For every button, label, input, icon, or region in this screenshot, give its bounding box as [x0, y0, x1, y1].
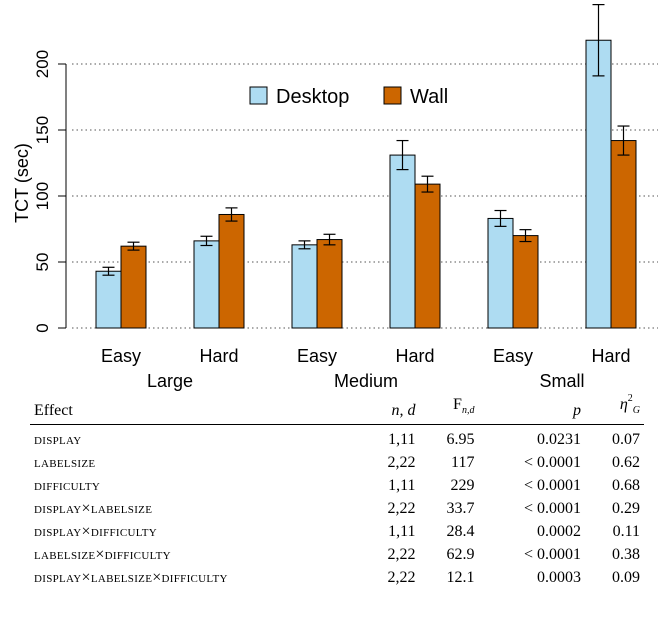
table-row: LABELSIZE 2,22 117 < 0.0001 0.62 [30, 451, 644, 474]
header-eta: η2G [585, 388, 644, 425]
bar-desktop [487, 217, 514, 329]
table-row: DISPLAY×DIFFICULTY 1,11 28.4 0.0002 0.11 [30, 520, 644, 543]
bar-desktop [193, 240, 220, 329]
cell-f: 117 [451, 453, 475, 471]
cell-nd: 2,22 [387, 499, 416, 517]
cell-effect: DISPLAY×DIFFICULTY [34, 522, 158, 540]
cell-effect: DISPLAY×LABELSIZE [34, 499, 153, 517]
cell-eta: 0.09 [612, 568, 640, 586]
cell-p: < 0.0001 [523, 499, 581, 517]
cell-f: 12.1 [446, 568, 475, 586]
cell-p: < 0.0001 [523, 453, 581, 471]
tct-bar-chart: 0 50 100 150 200 TCT (sec) Easy Hard Large Easy Ha… [12, 3, 658, 391]
table-row: DISPLAY×LABELSIZE×DIFFICULTY 2,22 12.1 0.00… [30, 566, 644, 589]
cell-f: 6.95 [446, 430, 475, 448]
cell-p: < 0.0001 [523, 545, 581, 563]
group-label: Small [539, 371, 584, 391]
cell-effect: DIFFICULTY [34, 476, 101, 494]
table-row: DISPLAY 1,11 6.95 0.0231 0.07 [30, 425, 644, 452]
bar-wall [414, 183, 441, 329]
cell-nd: 2,22 [387, 453, 416, 471]
table-row: DIFFICULTY 1,11 229 < 0.0001 0.68 [30, 474, 644, 497]
cell-nd: 2,22 [387, 545, 416, 563]
cell-p: < 0.0001 [523, 476, 581, 494]
cell-p: 0.0003 [537, 568, 581, 586]
header-f-sub: n,d [461, 405, 475, 416]
y-tick-label: 200 [33, 50, 52, 78]
cell-nd: 1,11 [388, 430, 416, 448]
legend-label-desktop: Desktop [276, 86, 349, 108]
x-tick-label: Easy [297, 346, 337, 366]
bar-wall [512, 235, 539, 329]
cell-eta: 0.62 [612, 453, 640, 471]
cell-nd: 2,22 [387, 568, 416, 586]
cell-eta: 0.29 [612, 499, 640, 517]
x-tick-label: Hard [591, 346, 630, 366]
x-tick-label: Hard [395, 346, 434, 366]
header-effect: Effect [30, 388, 361, 425]
bar-desktop [389, 154, 416, 329]
header-f-main: F [453, 396, 462, 413]
cell-nd: 1,11 [388, 522, 416, 540]
cell-effect: LABELSIZE×DIFFICULTY [34, 545, 171, 563]
cell-f: 229 [450, 476, 475, 494]
bar-wall [120, 245, 147, 329]
cell-eta: 0.07 [612, 430, 640, 448]
x-tick-label: Easy [493, 346, 533, 366]
legend-swatch-wall [383, 86, 402, 105]
cell-effect: DISPLAY×LABELSIZE×DIFFICULTY [34, 568, 228, 586]
bar-wall [316, 239, 343, 329]
legend-label-wall: Wall [410, 86, 448, 108]
header-eta-main: η [619, 396, 628, 413]
x-tick-label: Hard [199, 346, 238, 366]
cell-nd: 1,11 [388, 476, 416, 494]
table-header-row: Effect n, d Fn,d p η2G [30, 388, 644, 425]
anova-results-table: Effect n, d Fn,d p η2G DISPLAY 1,11 6.95 0.… [30, 388, 644, 589]
header-nd: n, d [360, 388, 420, 425]
bar-desktop [291, 244, 318, 329]
bar-wall [610, 140, 637, 329]
y-axis-label: TCT (sec) [12, 143, 32, 223]
table-row: LABELSIZE×DIFFICULTY 2,22 62.9 < 0.0001 0.38 [30, 543, 644, 566]
cell-effect: LABELSIZE [34, 453, 96, 471]
bar-desktop [585, 39, 612, 329]
bar-wall [218, 213, 245, 329]
header-eta-sub: G [632, 405, 640, 416]
group-label: Medium [334, 371, 398, 391]
cell-p: 0.0002 [537, 522, 581, 540]
cell-eta: 0.68 [612, 476, 640, 494]
legend-swatch-desktop [249, 86, 268, 105]
header-eta-sup: 2 [627, 393, 633, 404]
y-tick-label: 100 [33, 182, 52, 210]
cell-f: 62.9 [446, 545, 475, 563]
group-label: Large [147, 371, 193, 391]
cell-eta: 0.11 [612, 522, 640, 540]
header-p: p [478, 388, 585, 425]
cell-p: 0.0231 [537, 430, 581, 448]
cell-eta: 0.38 [612, 545, 640, 563]
bar-desktop [95, 270, 122, 329]
header-f: Fn,d [419, 388, 479, 425]
x-tick-label: Easy [101, 346, 141, 366]
y-tick-label: 150 [33, 116, 52, 144]
table-row: DISPLAY×LABELSIZE 2,22 33.7 < 0.0001 0.29 [30, 497, 644, 520]
cell-effect: DISPLAY [34, 430, 82, 448]
cell-f: 28.4 [446, 522, 475, 540]
y-tick-label: 0 [33, 323, 52, 332]
cell-f: 33.7 [446, 499, 475, 517]
y-tick-label: 50 [33, 253, 52, 272]
